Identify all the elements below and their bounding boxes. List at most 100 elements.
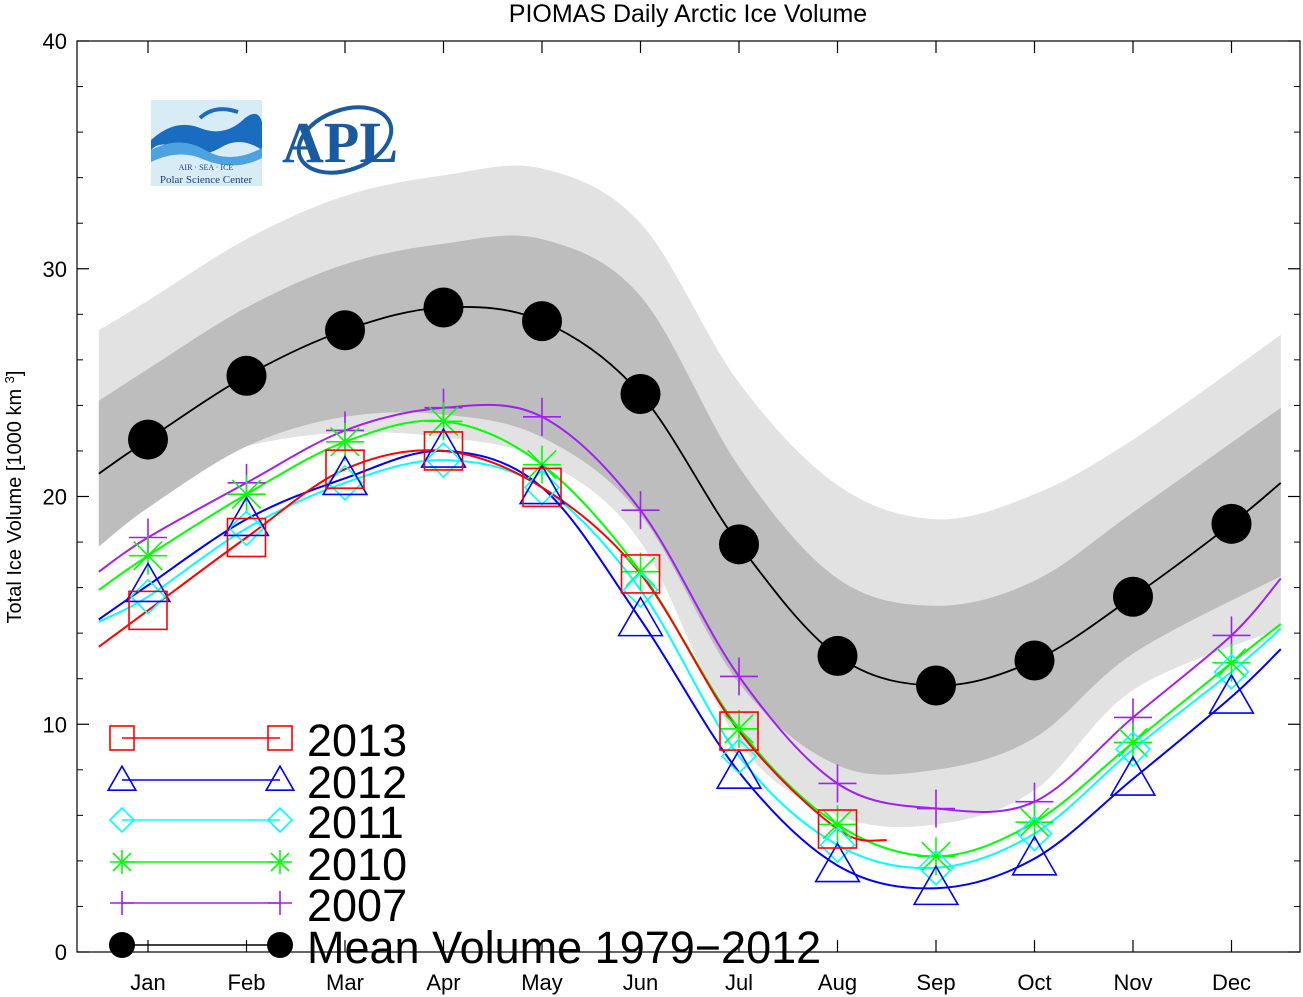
series-point-2013 — [719, 711, 759, 751]
series-point-2007 — [720, 657, 758, 696]
series-point-2012 — [715, 748, 763, 790]
series-line-mean-volume-1979-2012 — [98, 306, 1282, 687]
legend-marker — [267, 725, 293, 751]
series-line-2007 — [98, 403, 1282, 813]
legend-entry: 2012 — [106, 757, 407, 808]
series-point-2012 — [912, 864, 960, 906]
series-point-2013 — [817, 809, 858, 849]
series-point-2011 — [523, 469, 561, 506]
y-tick-label: 30 — [43, 257, 67, 282]
x-tick-label: Mar — [326, 970, 364, 995]
series-point-2011 — [1016, 815, 1053, 852]
series-point-2007 — [621, 491, 660, 530]
y-axis-label-text: Total Ice Volume [1000 km — [4, 389, 26, 624]
series-point-mean-volume-1979-2012 — [719, 524, 759, 565]
y-tick-label: 20 — [43, 485, 67, 510]
series-point-2010 — [1114, 723, 1152, 762]
x-tick-label: May — [521, 970, 563, 995]
y-axis-label-superscript: 3 — [2, 376, 17, 383]
series-point-2010 — [917, 837, 955, 876]
series-point-2011 — [819, 826, 856, 864]
series-point-2012 — [814, 842, 861, 883]
series-line-2012 — [98, 449, 1282, 890]
legend-label: 2012 — [307, 757, 407, 808]
legend-marker — [106, 764, 138, 792]
legend-label: 2010 — [307, 839, 407, 890]
series-point-2007 — [523, 397, 561, 436]
apl-logo: APL — [282, 105, 398, 175]
legend-label: Mean Volume 1979−2012 — [307, 922, 821, 973]
series-point-2011 — [1114, 731, 1152, 768]
series-point-2012 — [1011, 835, 1058, 876]
x-tick-label: Jun — [623, 970, 658, 995]
series-point-mean-volume-1979-2012 — [423, 287, 464, 328]
series-point-2010 — [720, 709, 758, 748]
series-point-mean-volume-1979-2012 — [226, 355, 267, 396]
x-tick-label: Oct — [1017, 970, 1051, 995]
x-tick-label: Aug — [818, 970, 857, 995]
legend-marker — [266, 806, 294, 834]
legend-marker — [264, 764, 296, 792]
series-point-2012 — [420, 427, 467, 468]
series-point-2013 — [226, 517, 267, 558]
x-tick-label: Dec — [1212, 970, 1251, 995]
series-point-2010 — [424, 402, 463, 441]
legend-marker — [110, 850, 134, 874]
series-point-2011 — [1213, 653, 1250, 690]
series-point-2010 — [621, 552, 660, 591]
series-point-2010 — [129, 536, 167, 575]
y-axis-label-suffix: ] — [4, 371, 26, 377]
y-tick-label: 40 — [43, 29, 67, 54]
series-point-2012 — [1109, 755, 1157, 796]
legend-marker — [109, 932, 135, 958]
legend-marker — [108, 806, 136, 834]
series-point-2007 — [818, 764, 857, 803]
band-inner — [98, 235, 1281, 775]
legend-label: 2007 — [307, 880, 407, 931]
series-lines — [98, 306, 1282, 890]
polar-science-center-logo: AIR · SEA · ICE Polar Science Center — [151, 100, 262, 186]
series-point-2011 — [917, 849, 955, 886]
legend-marker — [109, 725, 135, 751]
range-bands — [98, 165, 1281, 828]
series-line-2013 — [98, 449, 888, 842]
series-point-2012 — [1208, 673, 1255, 714]
legend-entry: 2013 — [109, 715, 407, 766]
chart-title: PIOMAS Daily Arctic Ice Volume — [509, 0, 867, 28]
series-point-2013 — [522, 467, 562, 508]
legend-marker — [268, 891, 292, 915]
legend-entry: 2011 — [108, 797, 404, 848]
x-tick-label: Feb — [228, 970, 266, 995]
series-point-2013 — [325, 449, 365, 489]
series-point-2013 — [128, 590, 168, 631]
series-point-2007 — [917, 789, 955, 828]
x-tick-label: Jan — [130, 970, 165, 995]
series-point-2012 — [223, 495, 270, 537]
series-point-2012 — [321, 454, 369, 496]
series-point-mean-volume-1979-2012 — [1211, 503, 1252, 544]
series-markers — [124, 287, 1255, 906]
series-point-mean-volume-1979-2012 — [1014, 640, 1055, 681]
legend-label: 2013 — [307, 715, 407, 766]
series-point-2012 — [124, 561, 172, 603]
psc-logo-name: Polar Science Center — [160, 174, 253, 186]
series-point-2010 — [326, 422, 364, 461]
series-point-2010 — [1212, 643, 1251, 682]
legend-entry: 2007 — [110, 880, 407, 931]
legend-marker — [110, 891, 134, 915]
series-point-2013 — [423, 431, 464, 471]
series-point-2010 — [227, 475, 266, 514]
series-point-2011 — [622, 571, 659, 609]
legend-marker — [268, 850, 292, 874]
x-tick-label: Nov — [1113, 970, 1152, 995]
series-point-2012 — [518, 463, 566, 505]
y-tick-label: 0 — [55, 940, 67, 965]
axes: 0 10 20 30 40 Jan Feb Mar Apr May Jun Jul Aug Sep Oct N… — [43, 29, 1300, 995]
legend-marker — [267, 932, 293, 958]
series-point-mean-volume-1979-2012 — [522, 301, 562, 342]
psc-logo-tagline: AIR · SEA · ICE — [179, 163, 234, 172]
series-point-2011 — [425, 441, 462, 479]
series-point-mean-volume-1979-2012 — [916, 665, 956, 706]
x-tick-label: Sep — [916, 970, 955, 995]
